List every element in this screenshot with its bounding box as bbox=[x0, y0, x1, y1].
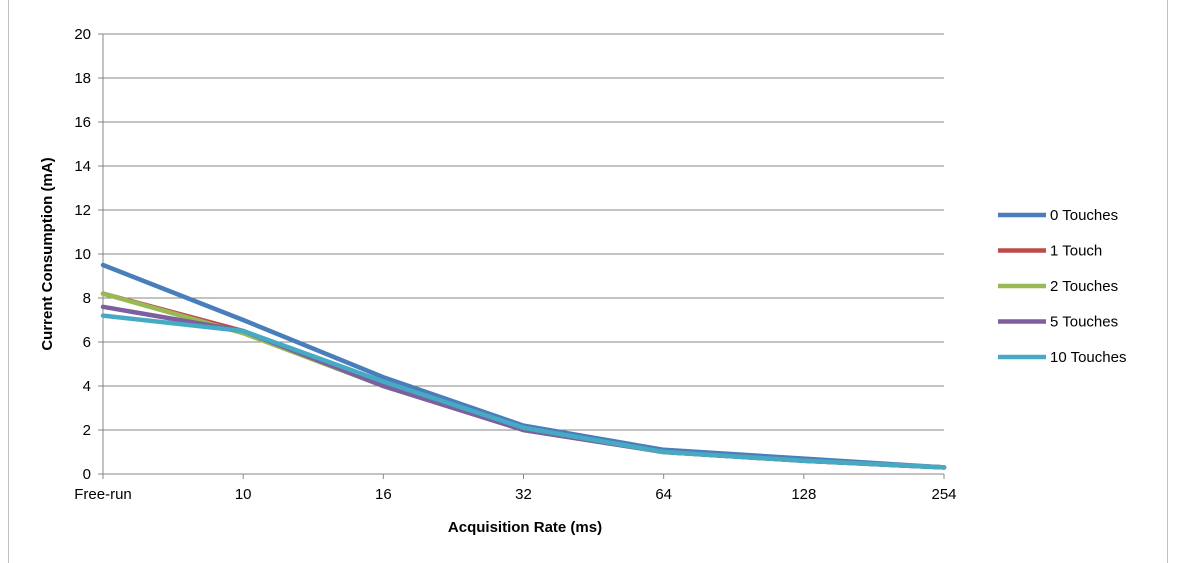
y-axis-title: Current Consumption (mA) bbox=[39, 157, 56, 350]
x-tick-label-2: 16 bbox=[375, 486, 392, 503]
legend-label-3: 5 Touches bbox=[1050, 314, 1118, 331]
x-axis-ticks: Free-run 10 16 32 64 128 254 bbox=[74, 474, 957, 503]
y-tick-label-2: 2 bbox=[83, 422, 91, 439]
y-tick-label-14: 14 bbox=[74, 158, 91, 175]
legend: 0 Touches 1 Touch 2 Touches 5 Touches 10 Tou… bbox=[998, 207, 1126, 366]
x-tick-label-4: 64 bbox=[655, 486, 672, 503]
y-tick-label-0: 0 bbox=[83, 466, 91, 483]
legend-label-2: 2 Touches bbox=[1050, 278, 1118, 295]
y-tick-label-8: 8 bbox=[83, 290, 91, 307]
series-line-0 bbox=[100, 262, 947, 470]
y-tick-label-10: 10 bbox=[74, 246, 91, 263]
series-lines bbox=[100, 262, 947, 470]
x-axis-title: Acquisition Rate (ms) bbox=[448, 519, 602, 536]
grid-lines bbox=[103, 33, 944, 431]
x-tick-label-5: 128 bbox=[791, 486, 816, 503]
legend-label-0: 0 Touches bbox=[1050, 207, 1118, 224]
chart-frame bbox=[8, 0, 1168, 563]
legend-label-1: 1 Touch bbox=[1050, 243, 1102, 260]
y-tick-label-16: 16 bbox=[74, 114, 91, 131]
x-tick-label-1: 10 bbox=[235, 486, 252, 503]
series-line-1 bbox=[100, 291, 947, 470]
y-tick-label-18: 18 bbox=[74, 70, 91, 87]
series-line-2 bbox=[100, 291, 947, 470]
x-tick-label-6: 254 bbox=[931, 486, 956, 503]
legend-label-4: 10 Touches bbox=[1050, 349, 1126, 366]
y-tick-label-12: 12 bbox=[74, 202, 91, 219]
y-tick-label-6: 6 bbox=[83, 334, 91, 351]
y-tick-label-20: 20 bbox=[74, 26, 91, 43]
y-axis-ticks: 0 2 4 6 8 10 12 14 16 18 20 bbox=[74, 26, 103, 483]
series-line-4 bbox=[100, 313, 947, 470]
y-tick-label-4: 4 bbox=[83, 378, 91, 395]
x-tick-label-3: 32 bbox=[515, 486, 532, 503]
x-tick-label-0: Free-run bbox=[74, 486, 132, 503]
